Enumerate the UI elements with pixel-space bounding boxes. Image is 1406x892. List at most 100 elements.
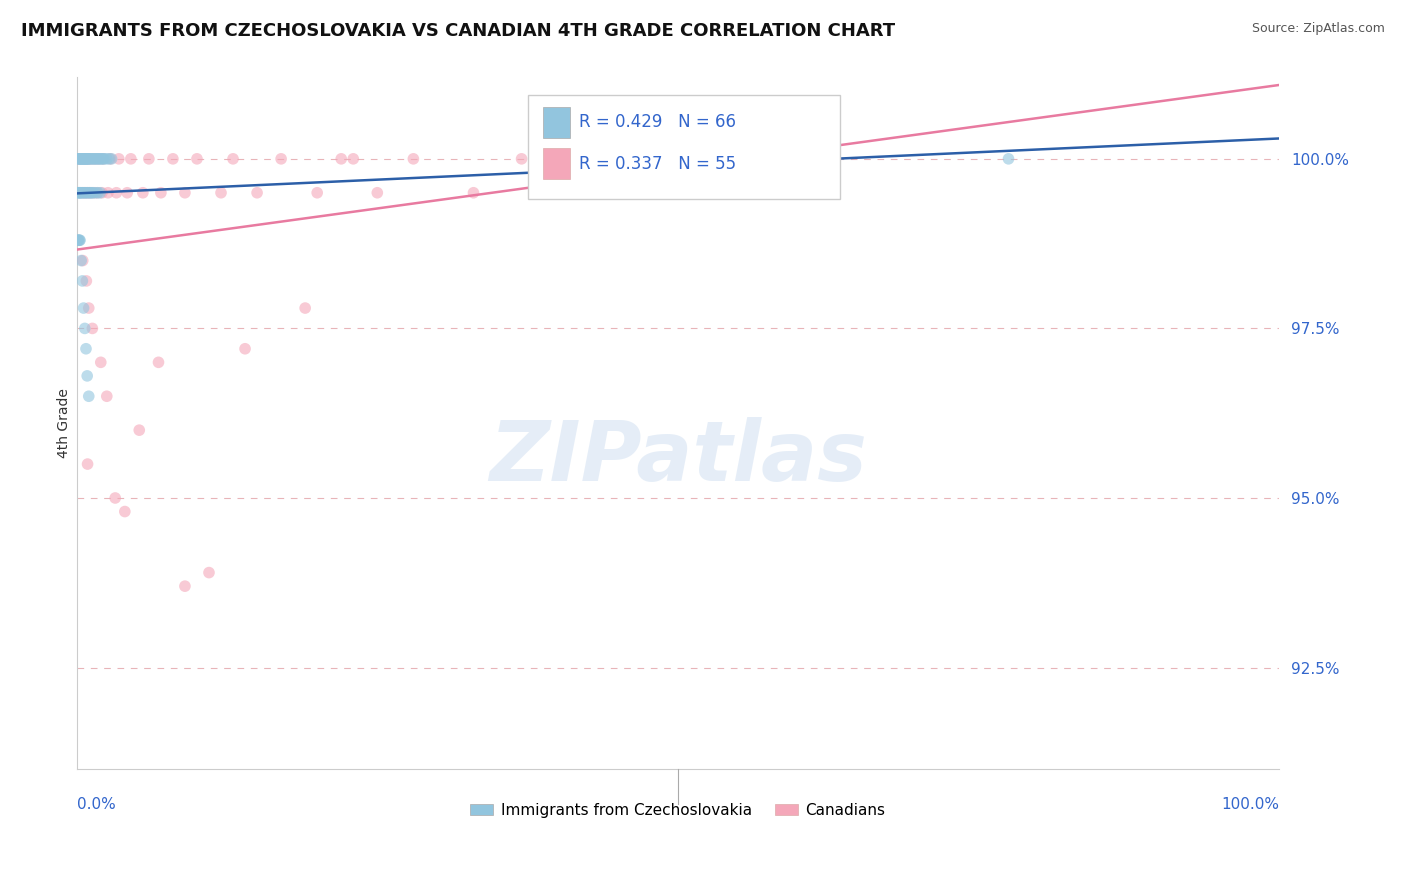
Point [66, 152, 89, 166]
Point [76, 186, 98, 200]
Point [233, 342, 256, 356]
Point [97, 186, 120, 200]
Point [96, 389, 118, 403]
Point [91, 152, 114, 166]
Point [84, 152, 107, 166]
Point [79, 186, 101, 200]
Point [198, 566, 221, 580]
Point [100, 152, 122, 166]
Point [79, 186, 101, 200]
Point [67, 186, 90, 200]
Point [67, 233, 90, 247]
Point [69, 152, 91, 166]
Point [162, 152, 184, 166]
Point [93, 152, 115, 166]
Point [270, 152, 292, 166]
Point [89, 186, 111, 200]
Text: 100.0%: 100.0% [1220, 797, 1279, 812]
Y-axis label: 4th Grade: 4th Grade [58, 388, 72, 458]
Point [128, 423, 150, 437]
Point [69, 186, 91, 200]
Point [67, 186, 90, 200]
FancyBboxPatch shape [543, 148, 569, 179]
Point [91, 152, 114, 166]
Point [100, 152, 122, 166]
Point [76, 186, 98, 200]
Point [174, 186, 197, 200]
Point [87, 152, 110, 166]
Point [87, 152, 110, 166]
Point [91, 152, 114, 166]
Point [402, 152, 425, 166]
Point [79, 152, 101, 166]
Point [114, 504, 136, 518]
Text: IMMIGRANTS FROM CZECHOSLOVAKIA VS CANADIAN 4TH GRADE CORRELATION CHART: IMMIGRANTS FROM CZECHOSLOVAKIA VS CANADI… [21, 22, 896, 40]
Point [75, 274, 97, 288]
Point [86, 152, 108, 166]
Point [72, 253, 94, 268]
Text: Source: ZipAtlas.com: Source: ZipAtlas.com [1251, 22, 1385, 36]
Point [80, 186, 103, 200]
Point [582, 152, 605, 166]
Point [69, 152, 91, 166]
Point [138, 152, 160, 166]
Point [294, 301, 316, 315]
Point [330, 152, 353, 166]
Point [84, 186, 107, 200]
Point [73, 152, 96, 166]
Point [174, 579, 197, 593]
Point [83, 186, 105, 200]
Point [366, 186, 388, 200]
Point [70, 152, 93, 166]
Point [77, 152, 100, 166]
Point [72, 152, 94, 166]
Point [186, 152, 208, 166]
Point [70, 186, 93, 200]
Point [307, 186, 329, 200]
Point [75, 342, 97, 356]
Text: 0.0%: 0.0% [77, 797, 115, 812]
Point [82, 321, 104, 335]
Legend: Immigrants from Czechoslovakia, Canadians: Immigrants from Czechoslovakia, Canadian… [464, 797, 891, 824]
Point [222, 152, 245, 166]
Point [104, 491, 127, 505]
Point [246, 186, 269, 200]
FancyBboxPatch shape [527, 95, 841, 199]
Point [86, 186, 108, 200]
Point [96, 152, 118, 166]
Point [115, 186, 138, 200]
Point [76, 186, 98, 200]
Point [76, 457, 98, 471]
Point [73, 152, 96, 166]
Point [75, 186, 97, 200]
Point [70, 253, 93, 268]
Point [997, 152, 1019, 166]
Point [82, 152, 104, 166]
Point [72, 186, 94, 200]
Point [72, 152, 94, 166]
Point [69, 233, 91, 247]
Point [66, 233, 89, 247]
Point [75, 152, 97, 166]
Point [69, 233, 91, 247]
Point [70, 152, 93, 166]
Point [75, 186, 97, 200]
Point [72, 186, 94, 200]
Point [90, 152, 112, 166]
Point [67, 152, 90, 166]
Point [72, 301, 94, 315]
Point [120, 152, 142, 166]
Point [77, 389, 100, 403]
Point [69, 186, 91, 200]
Point [67, 152, 90, 166]
Point [463, 186, 485, 200]
Point [75, 152, 97, 166]
Point [148, 355, 170, 369]
Point [89, 152, 111, 166]
Point [75, 152, 97, 166]
Text: R = 0.429   N = 66: R = 0.429 N = 66 [579, 113, 737, 131]
Point [87, 186, 110, 200]
Point [149, 186, 172, 200]
Text: R = 0.337   N = 55: R = 0.337 N = 55 [579, 155, 737, 173]
Text: ZIPatlas: ZIPatlas [489, 417, 868, 499]
